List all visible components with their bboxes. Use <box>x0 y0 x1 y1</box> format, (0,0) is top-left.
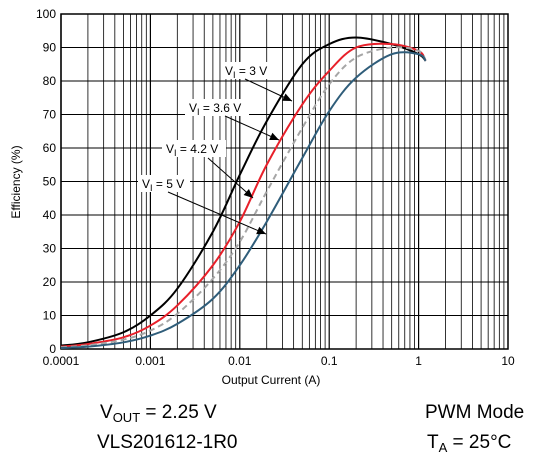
y-tick-label: 50 <box>43 175 57 189</box>
y-tick-label: 40 <box>43 208 57 222</box>
y-tick-label: 60 <box>43 141 57 155</box>
annotation-bg <box>162 140 226 157</box>
annotation-bg <box>221 62 273 79</box>
series-line <box>60 42 427 348</box>
y-tick-label: 70 <box>43 108 57 122</box>
series-annotation-label: VI = 3.6 V <box>189 101 241 117</box>
series-annotations: VI = 3 V VI = 3.6 V VI = 4.2 V VI = 5 V <box>138 62 293 235</box>
y-axis-label: Efficiency (%) <box>9 145 23 218</box>
vout-note: VOUT = 2.25 V <box>100 402 217 425</box>
annotation-bg <box>185 99 249 116</box>
mode-note: PWM Mode <box>425 402 525 423</box>
y-tick-label: 0 <box>49 342 56 356</box>
annotation-arrowhead <box>282 93 292 101</box>
series-lines <box>60 36 427 349</box>
series-annotation-label: VI = 4.2 V <box>166 142 218 158</box>
x-tick-label: 10 <box>501 354 515 368</box>
series-line <box>60 36 427 347</box>
x-tick-label: 0.0001 <box>43 354 80 368</box>
y-tick-label: 90 <box>43 41 57 55</box>
x-tick-label: 0.01 <box>228 354 252 368</box>
x-tick-label: 1 <box>415 354 422 368</box>
ta-note: TA = 25°C <box>427 432 512 455</box>
series-line <box>60 51 427 349</box>
x-tick-label: 0.1 <box>321 354 338 368</box>
annotation-arrowhead <box>243 189 253 198</box>
y-tick-label: 80 <box>43 74 57 88</box>
annotation-bg <box>138 175 190 192</box>
y-tick-label: 30 <box>43 242 57 256</box>
annotation-arrowhead <box>269 132 279 140</box>
tick-labels: 0 10 20 30 40 50 60 70 80 90 100 0.0001 0.001 0.01 0.1… <box>36 7 515 368</box>
x-tick-label: 0.001 <box>135 354 165 368</box>
y-tick-label: 100 <box>36 7 56 21</box>
x-axis-label: Output Current (A) <box>222 373 321 387</box>
annotation-arrowhead <box>256 226 266 235</box>
series-annotation-label: VI = 5 V <box>142 177 184 193</box>
inductor-note: VLS201612-1R0 <box>97 432 238 453</box>
annotation-arrow <box>224 115 280 141</box>
grid <box>60 13 509 350</box>
y-tick-label: 20 <box>43 275 57 289</box>
plot-frame <box>60 13 509 350</box>
y-tick-label: 10 <box>43 309 57 323</box>
series-annotation-label: VI = 3 V <box>225 64 267 80</box>
efficiency-chart: 0 10 20 30 40 50 60 70 80 90 100 0.0001 0.001 0.01 0.1… <box>9 7 515 387</box>
series-line <box>60 46 427 349</box>
annotation-arrow <box>167 191 267 235</box>
annotation-arrow <box>207 157 254 199</box>
